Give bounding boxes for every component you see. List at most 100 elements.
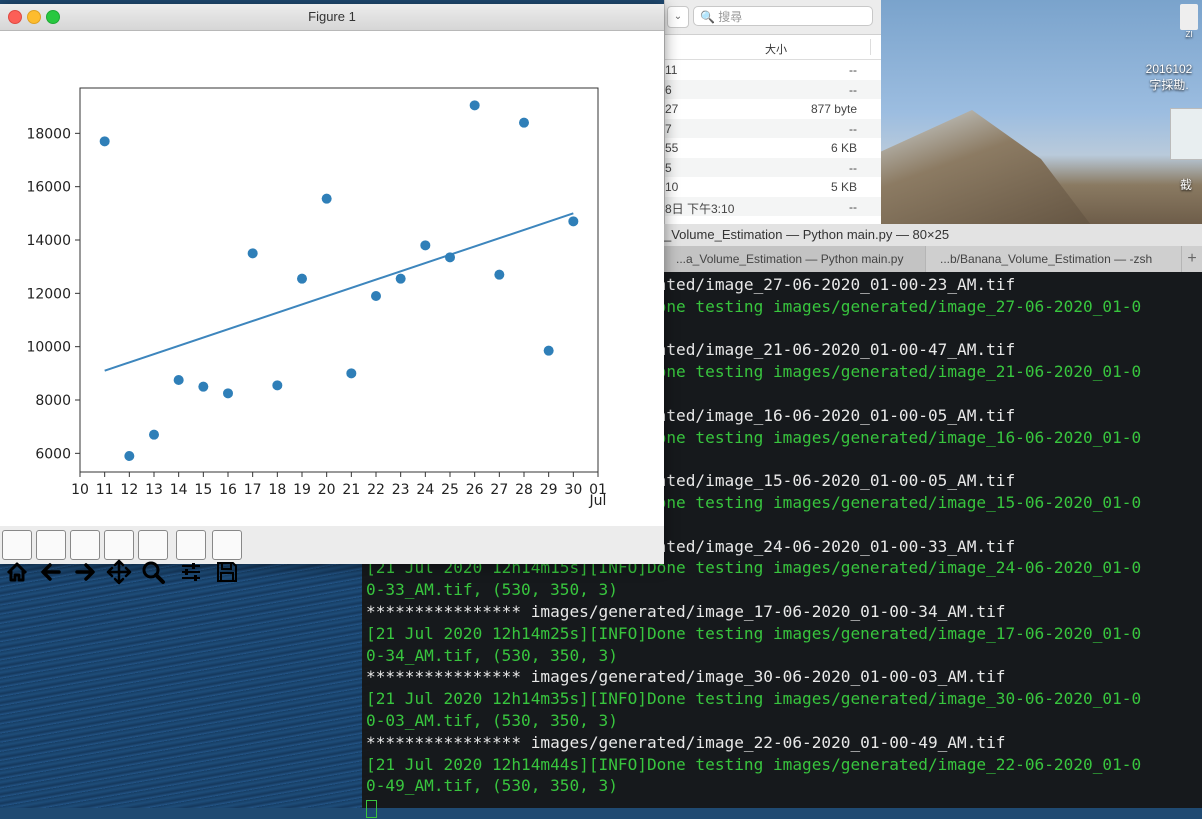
y-tick-label: 12000	[26, 286, 71, 302]
terminal-line: rated/image_16-06-2020_01-00-05_AM.tif	[366, 405, 1016, 425]
x-tick-label: 16	[219, 482, 237, 498]
finder-row-size: 5 KB	[830, 180, 857, 194]
terminal-line: 0-34_AM.tif, (530, 350, 3)	[366, 645, 618, 665]
finder-row-date: 10	[665, 180, 679, 194]
forward-button[interactable]	[70, 530, 100, 581]
chevron-down-icon[interactable]: ⌄	[667, 6, 689, 28]
terminal-line: **************** images/generated/image_…	[366, 732, 1006, 752]
trend-line	[104, 212, 574, 372]
data-point	[519, 117, 529, 128]
finder-row[interactable]: 11 --	[665, 60, 881, 80]
back-button[interactable]	[36, 530, 66, 581]
terminal-line: **************** images/generated/image_…	[366, 667, 1006, 687]
finder-row[interactable]: 27 877 byte	[665, 99, 881, 119]
finder-row-size: --	[849, 199, 857, 214]
search-input[interactable]: 🔍 搜尋	[693, 6, 873, 26]
scatter-chart[interactable]: 6000 8000 10000 12000 14000 16000 18000 10 11 12…	[0, 31, 664, 526]
zoom-button[interactable]	[138, 530, 168, 584]
home-button[interactable]	[2, 530, 32, 582]
finder-row-date: 6	[665, 82, 672, 97]
finder-column-header[interactable]: 大小	[665, 35, 881, 60]
minimize-button[interactable]	[27, 10, 41, 24]
finder-toolbar: ⌄ 🔍 搜尋	[665, 0, 881, 35]
terminal-line: rated/image_24-06-2020_01-00-33_AM.tif	[366, 536, 1016, 556]
finder-row[interactable]: 5 --	[665, 157, 881, 177]
figure-title: Figure 1	[308, 9, 356, 24]
x-tick-label: 25	[441, 482, 459, 498]
terminal-window[interactable]: _Volume_Estimation — Python main.py — 80…	[362, 224, 1202, 818]
terminal-line: [21 Jul 2020 12h14m35s][INFO]Done testin…	[366, 689, 1142, 709]
desktop-document-item[interactable]: 2016102 字採勘.	[1136, 62, 1202, 93]
x-tick-label: 26	[466, 482, 484, 498]
figure-toolbar	[0, 526, 664, 585]
data-point	[321, 193, 332, 204]
zip-file-icon	[1180, 4, 1198, 30]
size-column-header[interactable]: 大小	[765, 44, 787, 56]
y-tick-label: 16000	[26, 180, 71, 196]
finder-file-list: 11 -- 6 -- 27 877 byte 7 -- 55 6 KB 5 -- 10 5 KB 8日 下午…	[665, 60, 881, 216]
y-tick-label: 6000	[35, 446, 71, 462]
terminal-line: 0-49_AM.tif, (530, 350, 3)	[366, 776, 618, 796]
finder-row[interactable]: 7 --	[665, 118, 881, 138]
data-point	[469, 100, 480, 111]
screenshot-thumbnail-icon	[1170, 108, 1202, 160]
back-arrow-icon	[41, 563, 61, 581]
figure-window: Figure 1 6000 8000 10000 12000 14000 16000 180…	[0, 4, 664, 585]
x-tick-label: 28	[515, 482, 533, 498]
x-tick-label: 30	[564, 482, 582, 498]
data-point	[568, 216, 579, 227]
data-point	[297, 273, 307, 284]
terminal-output[interactable]: rated/image_27-06-2020_01-00-23_AM.tif D…	[366, 274, 1141, 819]
x-tick-label: 17	[244, 482, 262, 498]
finder-row[interactable]: 10 5 KB	[665, 177, 881, 197]
y-axis: 6000 8000 10000 12000 14000 16000 18000	[26, 126, 80, 462]
save-icon	[217, 562, 237, 582]
x-tick-label: 20	[318, 482, 336, 498]
tab-python-main[interactable]: ...a_Volume_Estimation — Python main.py	[662, 246, 926, 272]
finder-row-date: 7	[665, 121, 672, 136]
data-point	[124, 451, 135, 461]
terminal-line: 0-03_AM.tif, (530, 350, 3)	[366, 710, 618, 730]
desktop-screenshot-item[interactable]: 截	[1170, 108, 1202, 193]
terminal-line: **************** images/generated/image_…	[366, 601, 1006, 621]
pan-button[interactable]	[104, 530, 134, 585]
close-button[interactable]	[8, 10, 22, 24]
finder-row-date: 8日 下午3:10	[665, 201, 735, 216]
finder-row[interactable]: 8日 下午3:10 --	[665, 196, 881, 216]
data-point	[420, 240, 431, 251]
finder-row-date: 11	[665, 63, 678, 77]
data-point	[543, 345, 554, 356]
terminal-tab-bar: ...a_Volume_Estimation — Python main.py …	[662, 246, 1202, 272]
trend-line-group	[104, 212, 574, 372]
save-button[interactable]	[212, 530, 242, 582]
tab-zsh[interactable]: ...b/Banana_Volume_Estimation — -zsh	[926, 246, 1182, 272]
y-tick-label: 14000	[26, 233, 71, 249]
finder-row-date: 5	[665, 160, 672, 175]
configure-subplots-button[interactable]	[176, 530, 206, 581]
y-tick-label: 18000	[26, 126, 71, 142]
desktop-wallpaper-ocean	[0, 560, 370, 808]
finder-row-size: --	[849, 121, 857, 136]
x-tick-label: 15	[194, 482, 212, 498]
desktop-document-label-2: 字採勘.	[1149, 78, 1189, 92]
x-tick-label: 22	[367, 482, 385, 498]
x-tick-label: 12	[120, 482, 138, 498]
finder-row[interactable]: 6 --	[665, 79, 881, 99]
zoom-window-button[interactable]	[46, 10, 60, 24]
finder-row[interactable]: 55 6 KB	[665, 138, 881, 158]
data-point	[395, 273, 406, 284]
data-point	[173, 375, 184, 385]
desktop-file-icon[interactable]: ZI	[1176, 4, 1202, 39]
data-point	[272, 380, 283, 391]
column-divider	[870, 39, 871, 55]
y-tick-label: 8000	[35, 393, 71, 409]
finder-row-size: 6 KB	[830, 141, 857, 155]
terminal-cursor	[366, 797, 1141, 819]
finder-row-date: 27	[665, 102, 679, 116]
plot-area-frame	[79, 87, 599, 473]
data-point	[247, 248, 258, 259]
new-tab-plus-icon[interactable]: +	[1187, 250, 1197, 267]
finder-row-size: --	[849, 82, 857, 97]
pan-icon	[106, 559, 132, 585]
figure-titlebar[interactable]: Figure 1	[0, 4, 664, 31]
